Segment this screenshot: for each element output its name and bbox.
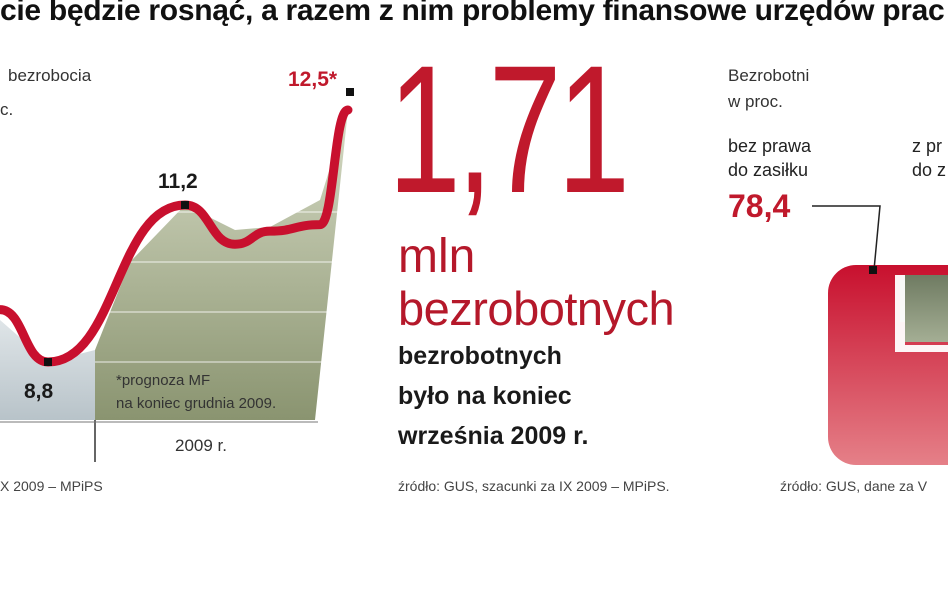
point-label-low: 8,8	[24, 380, 54, 403]
desc-line2: było na koniec	[398, 382, 572, 410]
center-source: źródło: GUS, szacunki za IX 2009 – MPiPS…	[398, 478, 670, 494]
point-label-mid: 11,2	[158, 170, 198, 193]
right-title-line1: Bezrobotni	[728, 66, 810, 85]
cat1-label-line2: do zasiłku	[728, 160, 809, 180]
cat1-value: 78,4	[728, 188, 791, 224]
right-source: źródło: GUS, dane za V	[780, 478, 928, 494]
chart-title-line2: c.	[0, 100, 14, 119]
point-markers	[44, 88, 354, 366]
point-marker	[346, 88, 354, 96]
forecast-note-line1: *prognoza MF	[116, 372, 211, 389]
forecast-note-line2: na koniec grudnia 2009.	[116, 395, 277, 412]
chart-gridlines	[95, 211, 340, 363]
cat2-label-line2: do z	[912, 160, 947, 180]
point-marker	[181, 201, 189, 209]
chart-title-line1: bezrobocia	[8, 66, 92, 85]
big-unit-desc: bezrobotnych	[398, 282, 675, 335]
cat1-label-line1: bez prawa	[728, 136, 812, 156]
chart-area-2009	[95, 110, 348, 420]
point-marker	[44, 358, 52, 366]
pie-slice-gap	[895, 275, 948, 352]
headline: cie będzie rosnąć, a razem z nim problem…	[0, 0, 945, 27]
desc-line1: bezrobotnych	[398, 342, 562, 370]
right-title-line2: w proc.	[728, 92, 783, 111]
desc-line3: września 2009 r.	[398, 422, 589, 450]
point-label-peak: 12,5*	[288, 68, 338, 91]
x-axis-label: 2009 r.	[175, 436, 227, 455]
big-unit: mln	[398, 230, 476, 283]
pie-slice-small	[900, 275, 948, 342]
cat2-label-line1: z pr	[912, 136, 943, 156]
big-number: 1,71	[388, 27, 630, 231]
left-source: X 2009 – MPiPS	[0, 478, 103, 494]
leader-line	[812, 205, 881, 271]
leader-marker	[869, 266, 877, 274]
